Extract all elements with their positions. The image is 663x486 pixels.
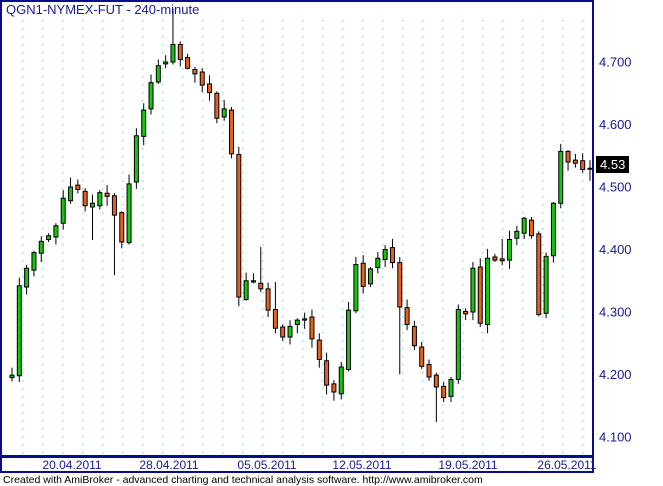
- svg-text:4.400: 4.400: [599, 242, 632, 257]
- svg-text:26.05.2011: 26.05.2011: [537, 458, 596, 472]
- svg-text:4.53: 4.53: [600, 157, 625, 172]
- svg-text:05.05.2011: 05.05.2011: [237, 458, 296, 472]
- svg-text:12.05.2011: 12.05.2011: [332, 458, 391, 472]
- svg-text:4.100: 4.100: [599, 430, 632, 445]
- svg-text:28.04.2011: 28.04.2011: [139, 458, 198, 472]
- svg-text:4.200: 4.200: [599, 367, 632, 382]
- svg-text:4.600: 4.600: [599, 117, 632, 132]
- svg-text:20.04.2011: 20.04.2011: [42, 458, 101, 472]
- svg-text:4.300: 4.300: [599, 305, 632, 320]
- svg-text:QGN1-NYMEX-FUT - 240-minute: QGN1-NYMEX-FUT - 240-minute: [6, 2, 199, 17]
- svg-text:4.500: 4.500: [599, 180, 632, 195]
- svg-text:4.700: 4.700: [599, 55, 632, 70]
- svg-text:19.05.2011: 19.05.2011: [438, 458, 497, 472]
